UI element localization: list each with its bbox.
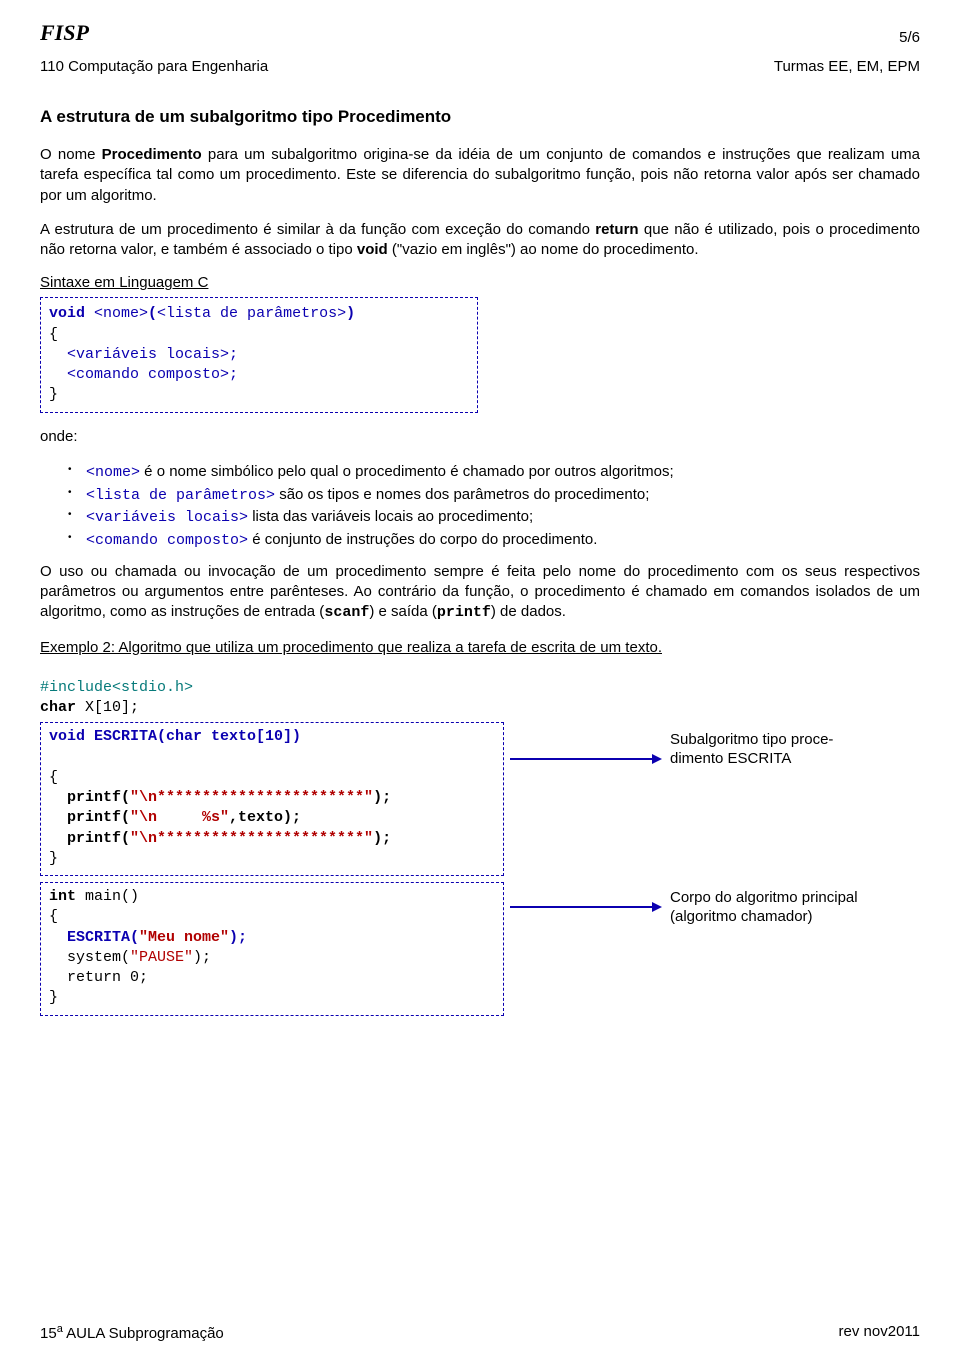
onde-label: onde: [40, 427, 920, 447]
semicolon: ); [373, 830, 391, 847]
course-name: 110 Computação para Engenharia [40, 58, 268, 75]
term-return: return [595, 221, 638, 238]
placeholder-vars: <variáveis locais>; [49, 346, 238, 363]
footer-right: rev nov2011 [839, 1323, 920, 1342]
string-literal: "\n***********************" [130, 830, 373, 847]
term-printf: printf [437, 604, 491, 621]
syntax-heading: Sintaxe em Linguagem C [40, 274, 208, 291]
kw-void: void [49, 305, 85, 322]
text: ) de dados. [491, 603, 566, 620]
page-number: 5/6 [899, 29, 920, 46]
placeholder-cmd: <comando composto>; [49, 366, 238, 383]
arrow-icon [510, 906, 660, 908]
text: 15 [40, 1325, 57, 1342]
string-literal: "\n***********************" [130, 789, 373, 806]
text: é conjunto de instruções do corpo do pro… [248, 531, 597, 548]
kw-char: char [40, 699, 76, 716]
include-directive: #include<stdio.h> [40, 679, 193, 696]
brand-title: FISP [40, 20, 89, 46]
page-footer: 15a AULA Subprogramação rev nov2011 [40, 1323, 920, 1342]
brace-close: } [49, 850, 58, 867]
main-codebox: int main() { ESCRITA("Meu nome"); system… [40, 882, 504, 1016]
call-escrita: ESCRITA( [49, 929, 139, 946]
text: AULA Subprogramação [63, 1325, 224, 1342]
string-literal: "PAUSE" [130, 949, 193, 966]
paragraph-2: A estrutura de um procedimento é similar… [40, 220, 920, 261]
example-code-region: #include<stdio.h> char X[10]; void ESCRI… [40, 678, 920, 1016]
brace-open: { [49, 326, 58, 343]
annotation-procedure: Subalgoritmo tipo proce- dimento ESCRITA [670, 730, 833, 769]
return-stmt: return 0; [49, 969, 148, 986]
text: O nome [40, 146, 102, 163]
kw-int: int [49, 888, 76, 905]
main-signature: main() [76, 888, 139, 905]
definition-list: <nome> é o nome simbólico pelo qual o pr… [68, 461, 920, 552]
term-void: void [357, 241, 388, 258]
code-term: <comando composto> [86, 532, 248, 549]
fn-printf: printf( [49, 830, 130, 847]
string-literal: "Meu nome" [139, 929, 229, 946]
list-item: <nome> é o nome simbólico pelo qual o pr… [68, 461, 920, 484]
placeholder-nome: <nome> [85, 305, 148, 322]
paragraph-3: O uso ou chamada ou invocação de um proc… [40, 562, 920, 624]
text: Subalgoritmo tipo proce- [670, 731, 833, 748]
text: ) e saída ( [369, 603, 437, 620]
brace-open: { [49, 908, 58, 925]
list-item: <comando composto> é conjunto de instruç… [68, 529, 920, 552]
syntax-codebox: void <nome>(<lista de parâmetros>) { <va… [40, 297, 478, 412]
args: ,texto); [229, 809, 301, 826]
semicolon: ); [229, 929, 247, 946]
term-scanf: scanf [324, 604, 369, 621]
footer-left: 15a AULA Subprogramação [40, 1323, 224, 1342]
decl-x: X[10]; [76, 699, 139, 716]
arrow-icon [510, 758, 660, 760]
semicolon: ); [193, 949, 211, 966]
list-item: <lista de parâmetros> são os tipos e nom… [68, 484, 920, 507]
text: lista das variáveis locais ao procedimen… [248, 508, 533, 525]
fn-system: system( [49, 949, 130, 966]
semicolon: ); [373, 789, 391, 806]
list-item: <variáveis locais> lista das variáveis l… [68, 506, 920, 529]
string-literal: "\n %s" [130, 809, 229, 826]
code-term: <lista de parâmetros> [86, 487, 275, 504]
section-title: A estrutura de um subalgoritmo tipo Proc… [40, 107, 920, 127]
text: dimento ESCRITA [670, 750, 791, 767]
code-term: <variáveis locais> [86, 509, 248, 526]
procedure-codebox: void ESCRITA(char texto[10]) { printf("\… [40, 722, 504, 876]
example-heading: Exemplo 2: Algoritmo que utiliza um proc… [40, 638, 662, 658]
text: A estrutura de um procedimento é similar… [40, 221, 595, 238]
fn-printf: printf( [49, 809, 130, 826]
paren-close: ) [346, 305, 355, 322]
fn-printf: printf( [49, 789, 130, 806]
brace-open: { [49, 769, 58, 786]
annotation-main: Corpo do algoritmo principal (algoritmo … [670, 888, 858, 927]
text: é o nome simbólico pelo qual o procedime… [140, 463, 674, 480]
proc-signature: void ESCRITA(char texto[10]) [49, 728, 301, 745]
brace-close: } [49, 386, 58, 403]
class-groups: Turmas EE, EM, EPM [774, 58, 920, 75]
text: ("vazio em inglês") ao nome do procedime… [388, 241, 699, 258]
text: (algoritmo chamador) [670, 908, 813, 925]
placeholder-params: <lista de parâmetros> [157, 305, 346, 322]
paren-open: ( [148, 305, 157, 322]
text: Corpo do algoritmo principal [670, 889, 858, 906]
term-procedimento: Procedimento [102, 146, 202, 163]
brace-close: } [49, 989, 58, 1006]
paragraph-1: O nome Procedimento para um subalgoritmo… [40, 145, 920, 206]
text: são os tipos e nomes dos parâmetros do p… [275, 486, 649, 503]
code-term: <nome> [86, 464, 140, 481]
